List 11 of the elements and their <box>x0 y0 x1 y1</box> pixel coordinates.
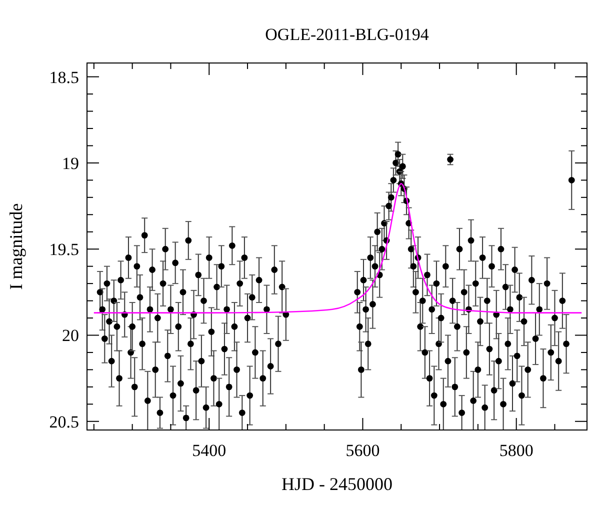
chart-title: OGLE-2011-BLG-0194 <box>265 25 430 44</box>
y-axis-title: I magnitude <box>6 203 26 290</box>
y-tick-label: 20 <box>62 326 79 346</box>
y-tick-label: 18.5 <box>49 68 79 87</box>
x-axis-title: HJD - 2450000 <box>282 474 392 494</box>
y-tick-label: 20.5 <box>49 412 79 432</box>
y-tick-label: 19.5 <box>49 240 79 260</box>
x-tick-label: 5800 <box>499 441 534 460</box>
y-tick-label: 19 <box>62 154 79 173</box>
x-tick-label: 5600 <box>346 441 380 460</box>
x-tick-label: 5400 <box>192 441 226 460</box>
